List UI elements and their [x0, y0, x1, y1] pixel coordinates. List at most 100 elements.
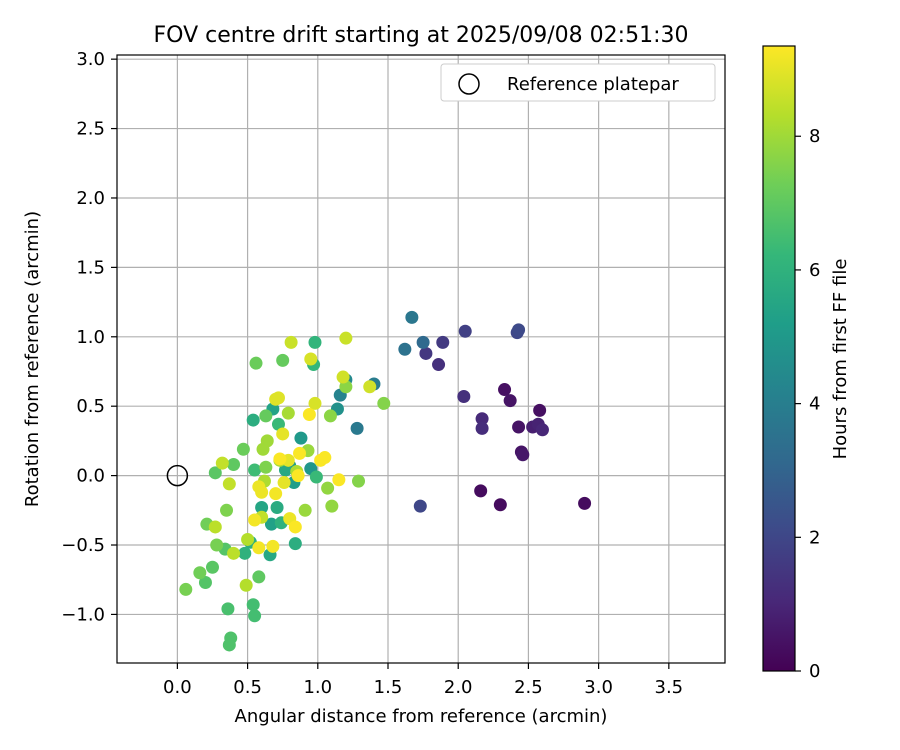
legend-box [440, 63, 716, 102]
data-point [416, 335, 430, 349]
data-point [222, 477, 236, 491]
data-point [248, 609, 262, 623]
grid [117, 55, 725, 663]
data-point [271, 391, 285, 405]
data-point [193, 566, 207, 580]
y-tick-label: 3.0 [76, 49, 105, 70]
y-axis-ticks: −1.0 −0.5 0.0 0.5 1.0 1.5 2.0 2.5 3.0 [61, 49, 117, 625]
data-point [321, 481, 335, 495]
colorbar-gradient [763, 46, 795, 671]
data-point [318, 451, 332, 465]
x-axis-ticks: 0.0 0.5 1.0 1.5 2.0 2.5 3.0 3.5 [163, 663, 683, 698]
colorbar-label: Hours from first FF file [830, 259, 851, 460]
data-point [264, 517, 278, 531]
data-point [405, 310, 419, 324]
x-tick-label: 2.5 [514, 677, 543, 698]
data-point [457, 389, 471, 403]
data-point [276, 353, 290, 367]
data-point [238, 546, 252, 560]
data-point [578, 496, 592, 510]
x-tick-label: 1.0 [303, 677, 332, 698]
data-point [294, 431, 308, 445]
data-point [293, 446, 307, 460]
colorbar-tick-label: 0 [809, 661, 820, 682]
data-point [256, 442, 270, 456]
data-point [474, 484, 488, 498]
data-point [413, 499, 427, 513]
data-point [252, 570, 266, 584]
colorbar-tick-label: 6 [809, 260, 820, 281]
reference-layer [166, 464, 189, 487]
data-point [288, 537, 302, 551]
legend-label: Reference platepar [507, 74, 679, 95]
data-point [277, 476, 291, 490]
data-point [288, 520, 302, 534]
data-point [503, 394, 517, 408]
data-point [246, 413, 260, 427]
y-tick-label: 1.5 [76, 257, 105, 278]
data-point [248, 463, 262, 477]
colorbar-tick-label: 4 [809, 394, 820, 415]
x-axis-label: Angular distance from reference (arcmin) [235, 706, 608, 727]
data-point [308, 396, 322, 410]
data-point [266, 539, 280, 553]
data-point [249, 356, 263, 370]
y-tick-label: 2.5 [76, 119, 105, 140]
y-tick-label: −1.0 [61, 604, 105, 625]
data-point [236, 442, 250, 456]
data-point [281, 406, 295, 420]
y-tick-label: 0.5 [76, 396, 105, 417]
colorbar: 0 2 4 6 8 Hours from first FF file [762, 45, 851, 682]
colorbar-tick-label: 8 [809, 126, 820, 147]
data-point [205, 560, 219, 574]
data-point [252, 541, 266, 555]
data-point [239, 578, 253, 592]
data-point [512, 323, 526, 337]
data-point [475, 421, 489, 435]
y-tick-label: 1.0 [76, 327, 105, 348]
data-point [339, 331, 353, 345]
data-point [220, 503, 234, 517]
data-point [516, 448, 530, 462]
data-point [332, 473, 346, 487]
data-point [336, 370, 350, 384]
data-point [436, 335, 450, 349]
plot-frame [116, 54, 726, 664]
reference-marker [166, 464, 189, 487]
data-point [308, 335, 322, 349]
data-point [270, 501, 284, 515]
data-point [276, 427, 290, 441]
x-tick-label: 3.5 [655, 677, 684, 698]
data-point [269, 487, 283, 501]
data-point [325, 499, 339, 513]
data-point [246, 598, 260, 612]
data-point [255, 485, 269, 499]
data-point [302, 408, 316, 422]
data-point [419, 346, 433, 360]
data-point [291, 469, 305, 483]
data-point [458, 324, 472, 338]
x-tick-label: 3.0 [584, 677, 613, 698]
chart-title: FOV centre drift starting at 2025/09/08 … [154, 23, 689, 48]
data-point [241, 532, 255, 546]
data-point [222, 638, 236, 652]
data-point [512, 420, 526, 434]
data-points [179, 310, 592, 652]
data-point [493, 498, 507, 512]
data-point [227, 457, 241, 471]
data-point [198, 575, 212, 589]
data-point [363, 380, 377, 394]
data-point [221, 602, 235, 616]
x-tick-label: 1.5 [374, 677, 403, 698]
data-point [259, 460, 273, 474]
data-point [298, 503, 312, 517]
x-tick-label: 2.0 [444, 677, 473, 698]
data-point [304, 352, 318, 366]
data-point [255, 501, 269, 515]
data-point [273, 452, 287, 466]
colorbar-frame [762, 45, 796, 672]
data-point [352, 474, 366, 488]
data-point [432, 358, 446, 372]
